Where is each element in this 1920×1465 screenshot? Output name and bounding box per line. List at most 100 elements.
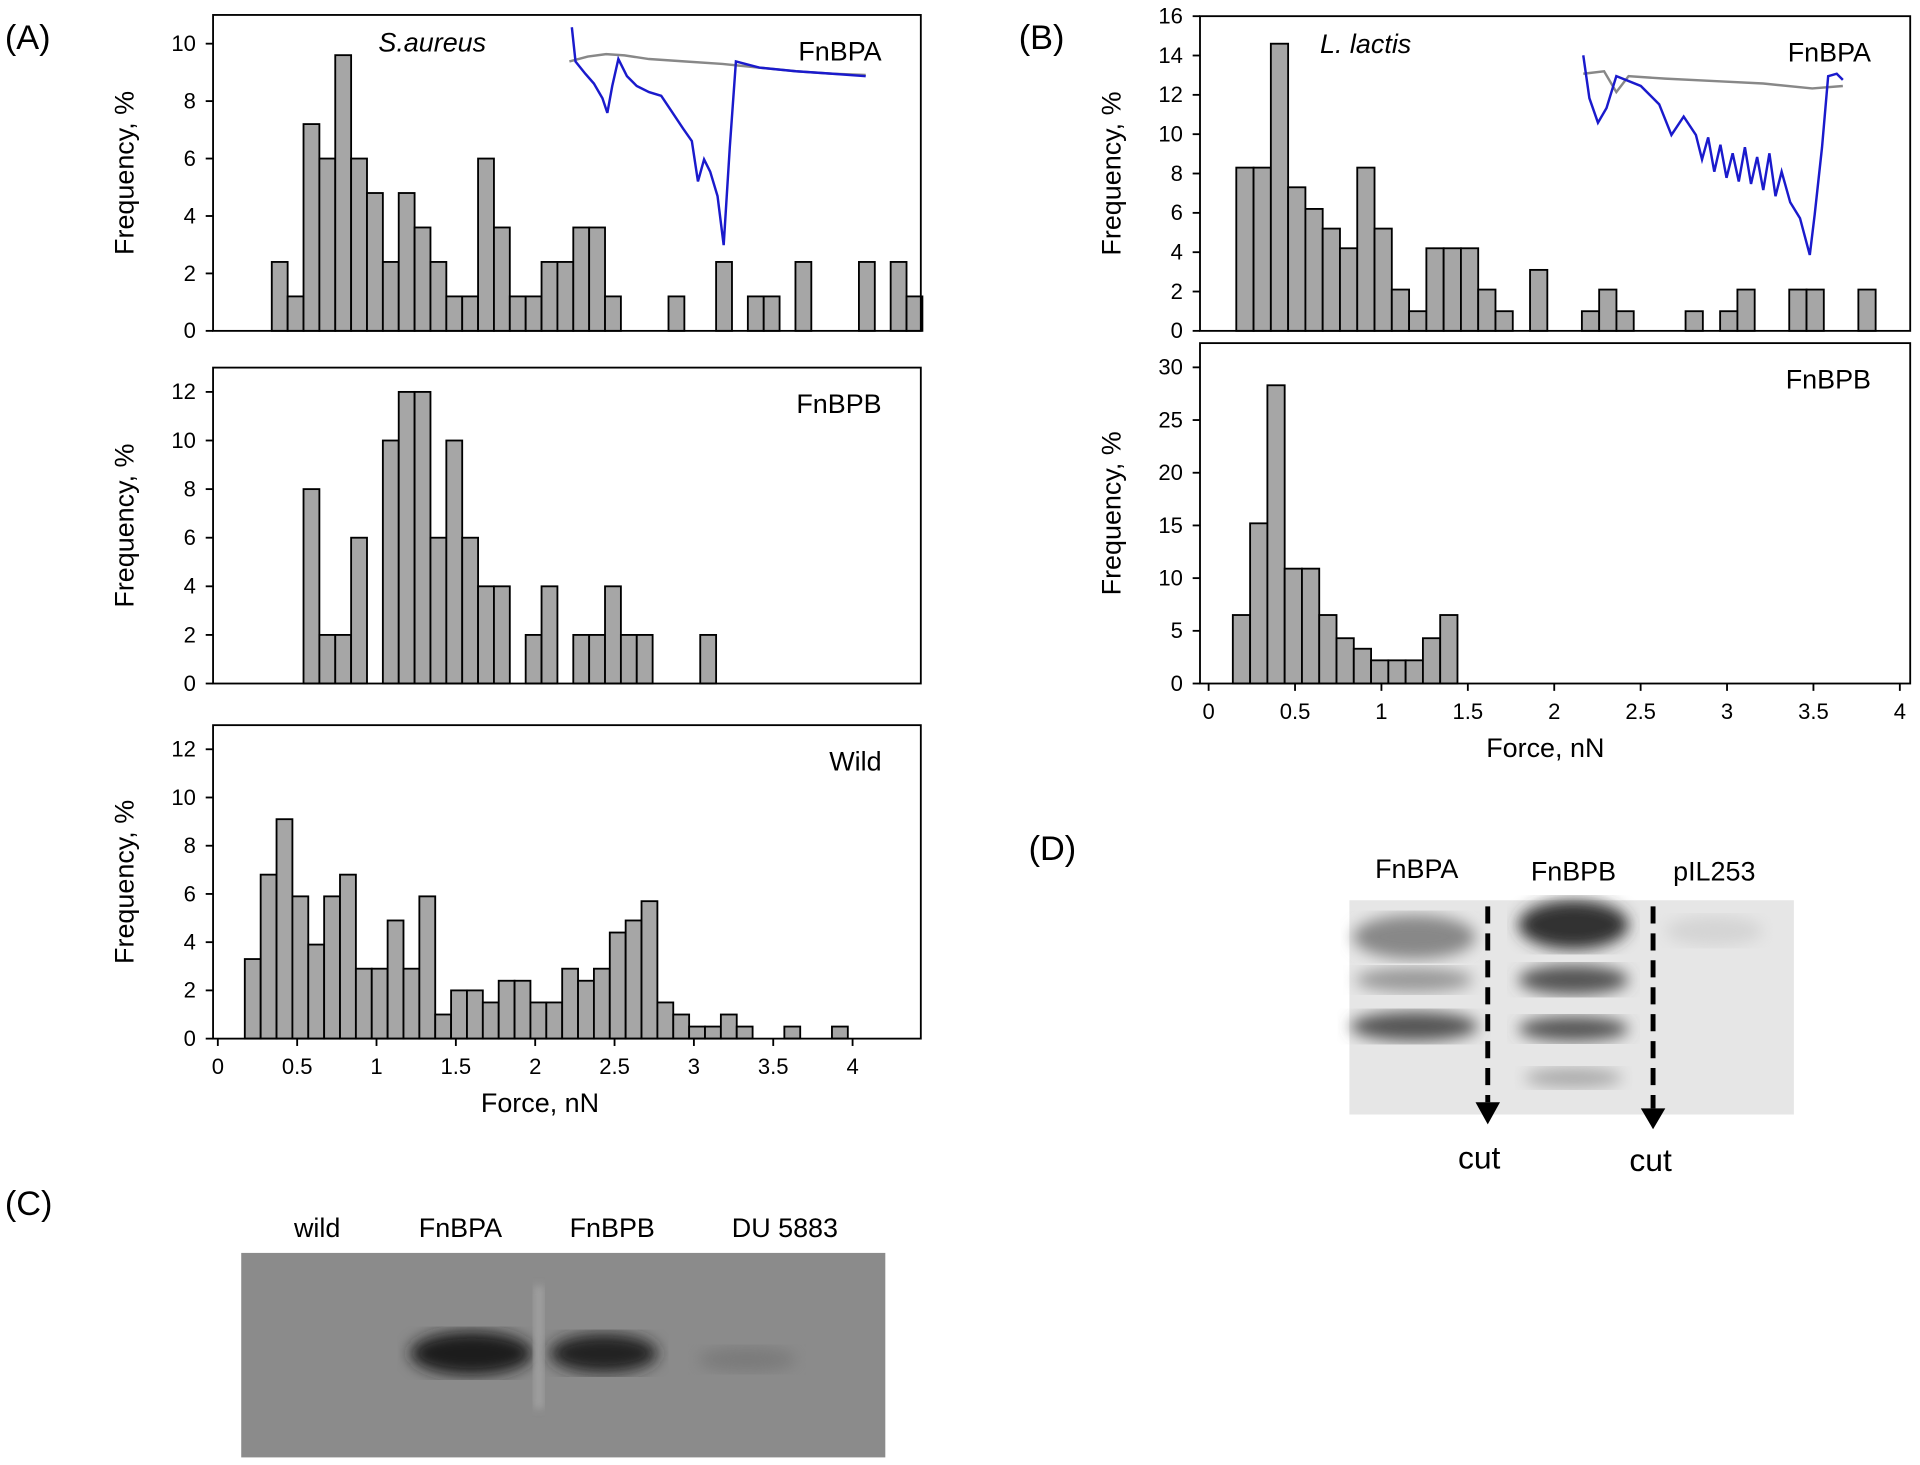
bar <box>1249 522 1269 685</box>
y-tick-label: 15 <box>1158 513 1183 538</box>
y-tick-label: 0 <box>184 671 196 696</box>
bar <box>381 261 400 332</box>
x-tick-label: 3 <box>688 1054 700 1079</box>
bar <box>307 943 326 1040</box>
bar <box>1719 310 1739 332</box>
bar <box>1805 288 1825 332</box>
bar <box>1352 647 1372 685</box>
y-tick-label: 12 <box>171 379 196 404</box>
bar <box>445 439 464 685</box>
x-tick-label: 0.5 <box>282 1054 313 1079</box>
bar <box>243 958 262 1040</box>
bar <box>699 633 718 685</box>
bar <box>1373 227 1393 332</box>
bar <box>334 54 353 332</box>
bar <box>318 633 337 685</box>
y-tick-label: 0 <box>1171 671 1183 696</box>
x-tick-label: 1 <box>370 1054 382 1079</box>
y-tick-label: 8 <box>1171 161 1183 186</box>
lane-label: FnBPB <box>570 1213 655 1243</box>
bar <box>445 295 464 332</box>
bar <box>735 1025 754 1040</box>
bar <box>434 1013 453 1040</box>
bar <box>572 633 591 685</box>
y-tick-label: 2 <box>184 261 196 286</box>
bar <box>286 295 305 332</box>
x-tick-label: 2.5 <box>1625 699 1656 724</box>
bar <box>323 895 341 1040</box>
bar <box>350 536 368 685</box>
bar <box>1266 384 1286 685</box>
bar <box>497 979 516 1040</box>
bar <box>619 633 638 685</box>
bar <box>493 585 511 685</box>
y-tick-label: 4 <box>1171 240 1183 265</box>
x-tick-label: 0.5 <box>1280 699 1311 724</box>
x-tick-label: 2 <box>1548 699 1560 724</box>
bar <box>604 585 622 685</box>
y-axis-label: Frequency, % <box>1096 91 1126 255</box>
bar <box>1857 288 1877 332</box>
y-axis-label: Frequency, % <box>1096 431 1126 595</box>
x-axis-label: Force, nN <box>1486 733 1604 763</box>
bar <box>624 919 643 1040</box>
bar <box>715 261 733 332</box>
bar <box>397 390 416 685</box>
bar <box>1460 247 1480 332</box>
bar <box>1252 166 1272 332</box>
bar <box>588 226 606 332</box>
bar <box>1615 310 1635 332</box>
bar <box>270 261 289 332</box>
bar <box>334 633 353 685</box>
bar <box>1269 42 1290 332</box>
bar <box>1318 614 1338 685</box>
bar <box>381 439 400 685</box>
y-axis-label: Frequency, % <box>109 800 139 964</box>
bar <box>461 536 479 685</box>
bar <box>640 900 659 1040</box>
bar <box>429 536 448 685</box>
bar <box>402 967 421 1040</box>
bar <box>572 226 591 332</box>
bar <box>477 585 495 685</box>
bar <box>302 488 321 685</box>
bar <box>704 1025 722 1040</box>
bar <box>1408 310 1428 332</box>
y-tick-label: 0 <box>184 1026 196 1051</box>
y-tick-label: 16 <box>1158 4 1183 29</box>
bar <box>1335 637 1355 685</box>
bar <box>719 1013 738 1040</box>
bar <box>1788 288 1808 332</box>
y-tick-label: 2 <box>184 622 196 647</box>
bar <box>1425 247 1445 332</box>
plot-frame <box>212 14 922 332</box>
gel-d <box>1349 900 1794 1130</box>
bar <box>429 261 448 332</box>
y-tick-label: 2 <box>1171 279 1183 304</box>
y-tick-label: 12 <box>1158 82 1183 107</box>
gel-c <box>241 1252 886 1458</box>
bar <box>656 1001 675 1040</box>
lane-label: FnBPA <box>1375 854 1458 884</box>
bar <box>588 633 606 685</box>
bar <box>259 873 278 1040</box>
lane-label: FnBPA <box>419 1213 502 1243</box>
bar <box>667 295 686 332</box>
bar <box>397 192 416 332</box>
y-tick-label: 10 <box>171 428 196 453</box>
bar <box>794 261 813 332</box>
bar <box>466 989 484 1040</box>
bar <box>1442 247 1462 332</box>
bar <box>354 967 373 1040</box>
chart-title: FnBPB <box>1786 364 1871 394</box>
bar <box>1421 637 1442 685</box>
bar <box>540 585 559 685</box>
y-tick-label: 10 <box>1158 565 1183 590</box>
bar <box>1387 659 1407 685</box>
bar <box>1356 166 1376 332</box>
bar <box>366 192 384 332</box>
bar <box>1304 208 1324 332</box>
bar <box>1287 186 1307 332</box>
y-tick-label: 6 <box>184 525 196 550</box>
x-tick-label: 3.5 <box>758 1054 789 1079</box>
